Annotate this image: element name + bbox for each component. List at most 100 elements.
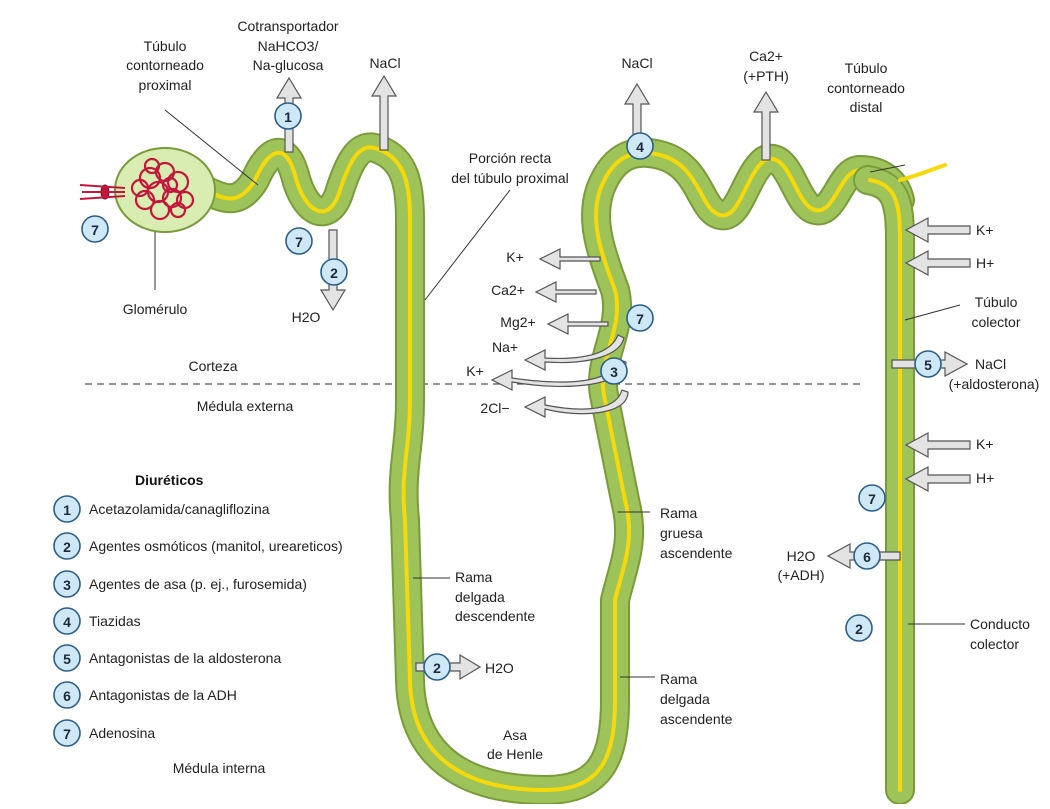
svg-text:2: 2: [330, 265, 338, 281]
label-proximal-3: proximal: [139, 77, 192, 93]
label-nacl-top-right: NaCl: [621, 55, 652, 71]
svg-text:7: 7: [295, 234, 303, 250]
svg-text:6: 6: [63, 688, 71, 704]
legend-item-6: 6 Antagonistas de la ADH: [54, 682, 237, 708]
svg-text:1: 1: [63, 502, 71, 518]
arrow-h-bottom: [906, 467, 970, 491]
badge-7-proximal: 7: [286, 228, 312, 254]
svg-text:6: 6: [863, 549, 871, 565]
svg-text:5: 5: [63, 651, 71, 667]
arrow-k-bottom: [906, 433, 970, 457]
label-distal-1: Túbulo: [845, 60, 888, 76]
label-distal-2: contorneado: [827, 80, 905, 96]
badge-5-collecting: 5: [915, 351, 941, 377]
badge-3-loop: 3: [601, 358, 627, 384]
label-k-top: K+: [976, 222, 994, 238]
badge-2-proximal: 2: [321, 259, 347, 285]
label-thick-asc-1: Rama: [660, 505, 698, 521]
label-thick-asc-3: ascendente: [660, 545, 733, 561]
legend-item-1: 1 Acetazolamida/canagliflozina: [54, 496, 270, 522]
legend-item-7: 7 Adenosina: [54, 720, 155, 746]
legend-text-4: Tiazidas: [89, 613, 141, 629]
svg-text:5: 5: [924, 357, 932, 373]
legend-text-7: Adenosina: [89, 725, 155, 741]
svg-text:4: 4: [63, 614, 71, 630]
svg-text:7: 7: [868, 491, 876, 507]
label-ion-k2: K+: [466, 363, 484, 379]
svg-text:2: 2: [855, 621, 863, 637]
label-glomerulus: Glomérulo: [123, 301, 188, 317]
label-ion-k1: K+: [506, 249, 524, 265]
legend-text-6: Antagonistas de la ADH: [89, 687, 237, 703]
label-nacl-aldo-1: NaCl: [975, 356, 1006, 372]
label-inner-medulla: Médula interna: [173, 760, 266, 776]
badge-1-proximal: 1: [275, 103, 301, 129]
label-thin-asc-2: delgada: [660, 691, 710, 707]
label-pars-recta-2: del túbulo proximal: [451, 170, 569, 186]
legend: Diuréticos 1 Acetazolamida/canagliflozin…: [54, 472, 343, 746]
label-loop-1: Asa: [503, 727, 527, 743]
label-nacl-aldo-2: (+aldosterona): [949, 376, 1040, 392]
label-thin-asc-1: Rama: [660, 671, 698, 687]
label-collecting-duct-1: Conducto: [970, 616, 1030, 632]
label-collecting-tubule-2: colector: [971, 314, 1020, 330]
svg-text:7: 7: [63, 726, 71, 742]
legend-text-3: Agentes de asa (p. ej., furosemida): [89, 576, 307, 592]
legend-item-2: 2 Agentes osmóticos (manitol, urearetico…: [54, 533, 343, 559]
legend-text-1: Acetazolamida/canagliflozina: [89, 501, 270, 517]
arrow-ca-loop: [536, 282, 596, 302]
label-thin-desc-1: Rama: [455, 569, 493, 585]
label-ion-cl: 2Cl−: [480, 400, 509, 416]
label-cotransporter-3: Na-glucosa: [253, 57, 324, 73]
label-ion-ca: Ca2+: [491, 282, 525, 298]
label-thin-desc-2: delgada: [455, 589, 505, 605]
arrow-h-top: [906, 251, 970, 275]
legend-item-3: 3 Agentes de asa (p. ej., furosemida): [54, 571, 307, 597]
label-outer-medulla: Médula externa: [197, 398, 294, 414]
legend-item-4: 4 Tiazidas: [54, 608, 141, 634]
label-h2o-proximal: H2O: [292, 309, 321, 325]
label-ion-na: Na+: [492, 339, 518, 355]
label-nacl-top-left: NaCl: [369, 55, 400, 71]
label-ca-pth-1: Ca2+: [749, 48, 783, 64]
badge-6-collecting: 6: [854, 543, 880, 569]
svg-text:3: 3: [610, 364, 618, 380]
arrow-k-top: [906, 218, 970, 242]
label-proximal-1: Túbulo: [144, 38, 187, 54]
badge-7-collecting: 7: [859, 485, 885, 511]
legend-item-5: 5 Antagonistas de la aldosterona: [54, 645, 281, 671]
label-h-top: H+: [976, 255, 994, 271]
label-h-bottom: H+: [976, 470, 994, 486]
legend-text-5: Antagonistas de la aldosterona: [89, 650, 281, 666]
label-cotransporter-1: Cotransportador: [237, 18, 339, 34]
label-collecting-duct-2: colector: [970, 636, 1019, 652]
label-proximal-2: contorneado: [126, 57, 204, 73]
svg-text:7: 7: [636, 311, 644, 327]
badge-7-loop: 7: [627, 305, 653, 331]
svg-text:1: 1: [284, 109, 292, 125]
label-h2o-loop: H2O: [485, 660, 514, 676]
svg-text:2: 2: [63, 539, 71, 555]
label-ca-pth-2: (+PTH): [743, 68, 789, 84]
legend-title: Diuréticos: [135, 472, 204, 488]
badge-2-loop: 2: [424, 654, 450, 680]
label-pars-recta-1: Porción recta: [469, 150, 552, 166]
label-thin-asc-3: ascendente: [660, 711, 733, 727]
badge-7-glomerulus: 7: [82, 216, 108, 242]
badge-2-collecting: 2: [846, 615, 872, 641]
label-thin-desc-3: descendente: [455, 608, 535, 624]
svg-text:3: 3: [63, 577, 71, 593]
label-collecting-tubule-1: Túbulo: [975, 294, 1018, 310]
label-thick-asc-2: gruesa: [660, 525, 703, 541]
svg-text:7: 7: [91, 222, 99, 238]
legend-text-2: Agentes osmóticos (manitol, ureareticos): [89, 538, 343, 554]
nephron-tubule: [205, 147, 945, 790]
label-distal-3: distal: [850, 99, 883, 115]
label-loop-2: de Henle: [487, 746, 543, 762]
label-k-bottom: K+: [976, 436, 994, 452]
badge-4-distal: 4: [627, 133, 653, 159]
label-h2o-adh-2: (+ADH): [777, 567, 824, 583]
label-cortex: Corteza: [188, 358, 237, 374]
